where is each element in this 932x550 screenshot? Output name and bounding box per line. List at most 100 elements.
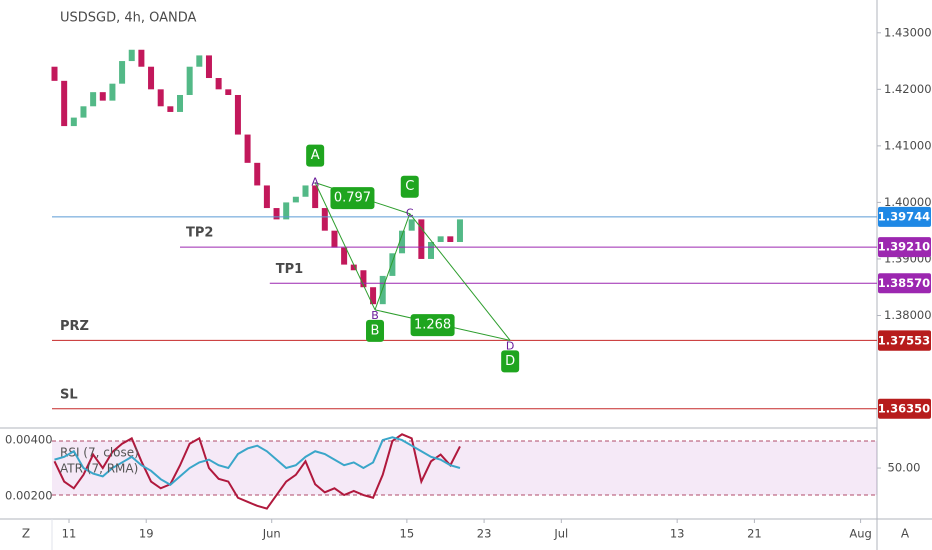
candle-body — [244, 134, 251, 163]
y-tick-label: 1.41000 — [884, 138, 932, 152]
candle-body — [196, 55, 203, 67]
candle-body — [408, 219, 415, 231]
candle-body — [51, 66, 58, 81]
candle-body — [283, 202, 290, 220]
price-label: 1.36350 — [878, 401, 930, 415]
candle-body — [205, 55, 212, 79]
y-tick-label: 50.00 — [888, 461, 921, 475]
candle-body — [437, 236, 444, 242]
candle-body — [90, 92, 97, 107]
level-name: SL — [60, 387, 78, 402]
pattern-point-label: C — [405, 179, 414, 194]
candle-body — [273, 208, 280, 220]
x-tick-label: 13 — [670, 527, 685, 541]
candle-body — [128, 49, 135, 62]
candle-body — [350, 264, 357, 271]
candle-body — [331, 230, 338, 248]
indicator-line — [54, 436, 461, 486]
legend-label: RSI (7, close) — [60, 446, 139, 460]
rsi-band — [52, 441, 877, 496]
candle-body — [370, 287, 377, 305]
ratio-box — [410, 314, 455, 337]
candle-body — [399, 230, 406, 254]
candle-body — [225, 89, 232, 95]
price-label-box — [878, 330, 931, 351]
price-label: 1.39210 — [878, 240, 930, 254]
ratio-label: 0.797 — [334, 191, 371, 206]
pattern-point-label: B — [371, 323, 380, 338]
candle-body — [215, 78, 222, 90]
y-tick-label: 1.40000 — [884, 195, 932, 209]
candle-body — [177, 94, 184, 112]
price-label-box — [878, 237, 931, 258]
pattern-line — [409, 213, 511, 341]
candle-body — [167, 106, 174, 112]
zoom-button[interactable]: Z — [22, 527, 30, 541]
candle-body — [418, 219, 425, 259]
pattern-point-box — [501, 350, 520, 373]
candle-body — [292, 196, 299, 203]
level-name: TP1 — [276, 262, 303, 277]
indicator-line — [53, 433, 461, 510]
candle-body — [234, 94, 241, 135]
pattern-line — [374, 213, 411, 311]
price-label: 1.38570 — [878, 276, 930, 290]
pattern-point-box — [366, 319, 385, 342]
candle-body — [379, 275, 386, 305]
candle-body — [80, 106, 87, 118]
candle-body — [456, 219, 463, 242]
candle-body — [389, 253, 396, 276]
y-tick-label: 1.43000 — [884, 25, 932, 39]
auto-scale-button[interactable]: A — [901, 527, 910, 541]
candle-body — [447, 236, 454, 242]
candle-body — [138, 49, 145, 67]
ratio-label: 1.268 — [414, 318, 451, 333]
chart-title: USDSGD, 4h, OANDA — [60, 11, 197, 26]
pattern-point-label: D — [505, 354, 515, 369]
pattern-point-letter: B — [371, 309, 379, 322]
price-label-box — [878, 398, 931, 419]
candle-body — [360, 270, 367, 288]
x-tick-label: 19 — [139, 527, 154, 541]
candle-body — [341, 247, 348, 265]
x-tick-label: 21 — [747, 527, 762, 541]
candle-body — [70, 117, 77, 127]
x-tick-label: 11 — [62, 527, 77, 541]
candle-body — [302, 185, 309, 197]
price-label: 1.37553 — [878, 333, 930, 347]
y-tick-label: 1.42000 — [884, 82, 932, 96]
y-tick-label: 1.38000 — [884, 308, 932, 322]
candle-body — [109, 83, 116, 101]
candle-body — [186, 66, 193, 95]
level-name: PRZ — [60, 319, 89, 334]
candle-body — [99, 92, 106, 101]
candle-body — [312, 185, 319, 209]
pattern-point-letter: D — [506, 339, 514, 352]
x-tick-label: 23 — [477, 527, 492, 541]
x-tick-label: 15 — [400, 527, 415, 541]
pattern-point-label: A — [311, 148, 320, 163]
pattern-point-letter: C — [406, 207, 414, 220]
pattern-point-letter: A — [311, 176, 319, 189]
x-tick-label: Aug — [849, 527, 871, 541]
candle-body — [157, 89, 164, 107]
candle-body — [254, 162, 261, 186]
legend-label: ATR (7, RMA) — [60, 462, 138, 476]
y2-tick-label: 0.00400 — [5, 433, 53, 447]
price-label-box — [878, 273, 931, 294]
pattern-line — [314, 182, 376, 311]
candle-body — [148, 66, 155, 90]
price-label: 1.39744 — [878, 209, 930, 223]
level-name: TP2 — [186, 226, 213, 241]
candle-body — [263, 185, 270, 209]
candle-body — [428, 241, 435, 259]
x-tick-label: Jul — [553, 527, 568, 541]
candle-body — [321, 208, 328, 231]
candle-body — [119, 61, 126, 84]
pattern-point-box — [306, 144, 325, 167]
y2-tick-label: 0.00200 — [5, 488, 53, 502]
ratio-box — [330, 187, 375, 210]
x-tick-label: Jun — [262, 527, 281, 541]
